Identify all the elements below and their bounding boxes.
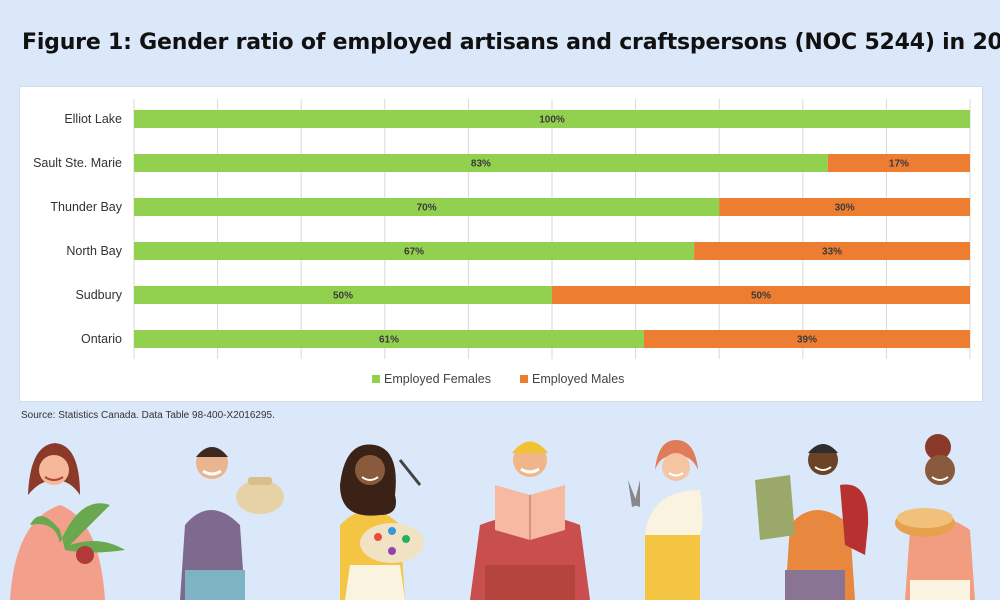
bar-segment — [643, 330, 970, 348]
woman-painter-figure — [340, 444, 424, 600]
legend-label: Employed Females — [384, 372, 491, 386]
data-label: 50% — [751, 291, 771, 302]
category-label: Elliot Lake — [64, 112, 122, 126]
category-label: Sault Ste. Marie — [33, 156, 122, 170]
data-label: 33% — [822, 247, 842, 258]
chart-title: Figure 1: Gender ratio of employed artis… — [22, 30, 1000, 55]
data-label: 100% — [539, 115, 565, 126]
category-label: Thunder Bay — [50, 200, 122, 214]
bar-segment — [134, 330, 644, 348]
woman-with-pliers-figure — [628, 440, 703, 600]
bar-segment — [694, 242, 970, 260]
data-label: 67% — [404, 247, 424, 258]
data-label: 83% — [471, 159, 491, 170]
bar-segment — [552, 286, 970, 304]
chart-panel: Elliot Lake 100% Sault Ste. Marie 83% 17% Thu… — [19, 86, 983, 402]
bar-segment — [134, 242, 695, 260]
source-note: Source: Statistics Canada. Data Table 98… — [21, 410, 275, 421]
bar-segment — [719, 198, 970, 216]
bar-segment — [134, 198, 720, 216]
data-label: 50% — [333, 291, 353, 302]
artisans-illustration — [10, 434, 975, 600]
woman-with-plant-figure — [10, 443, 125, 600]
category-label: Ontario — [81, 332, 122, 346]
bar-segment — [827, 154, 970, 172]
bar-segment — [134, 286, 552, 304]
category-label: North Bay — [66, 244, 122, 258]
data-label: 17% — [889, 159, 909, 170]
man-with-weaving-figure — [755, 444, 869, 600]
legend-swatch — [372, 375, 380, 383]
woman-with-pie-figure — [895, 434, 975, 600]
man-with-pottery-figure — [180, 447, 284, 600]
bar-segment — [134, 154, 828, 172]
data-label: 30% — [835, 203, 855, 214]
data-label: 70% — [417, 203, 437, 214]
data-label: 39% — [797, 335, 817, 346]
legend-swatch — [520, 375, 528, 383]
man-reading-figure — [470, 441, 590, 600]
bar-chart: Elliot Lake 100% Sault Ste. Marie 83% 17% Thu… — [33, 99, 971, 386]
bar-segment — [134, 110, 970, 128]
data-label: 61% — [379, 335, 399, 346]
legend-label: Employed Males — [532, 372, 624, 386]
category-label: Sudbury — [75, 288, 122, 302]
